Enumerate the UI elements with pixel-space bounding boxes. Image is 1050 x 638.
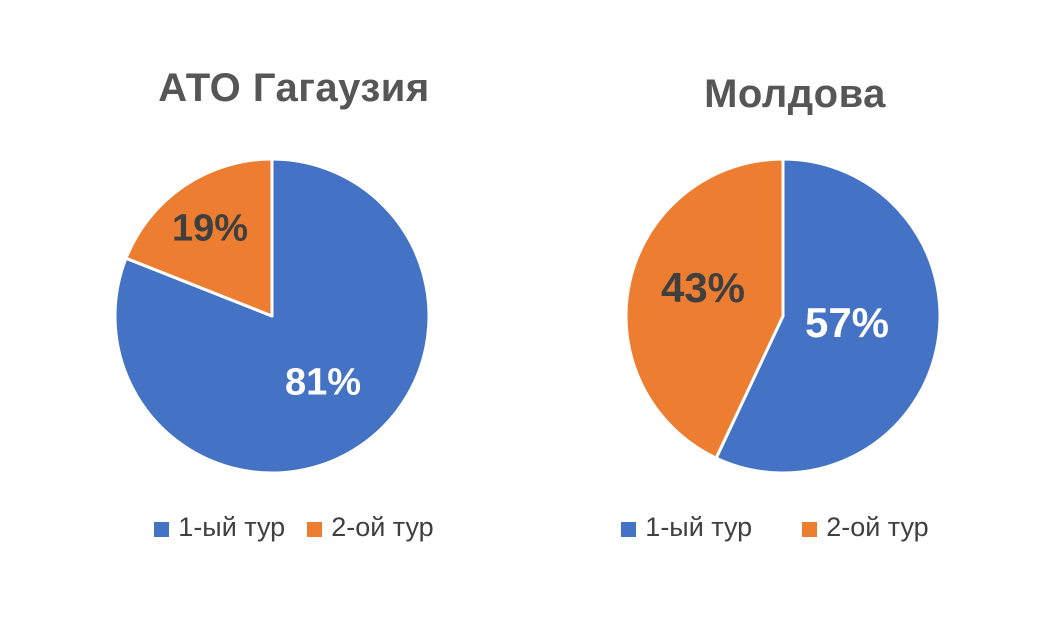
pie-gagauzia xyxy=(113,157,431,475)
legend-item-round1: 1-ый тур xyxy=(154,512,285,543)
pie-chart-gagauzia: АТО Гагаузия 81% 19% 1-ый тур 2-ой тур xyxy=(110,66,478,543)
chart-title-moldova: Молдова xyxy=(704,72,886,116)
legend-swatch-round1 xyxy=(154,521,170,537)
slice-label-round2-gagauzia: 19% xyxy=(171,207,249,250)
legend-label-round2: 2-ой тур xyxy=(826,512,929,542)
legend-swatch-round2 xyxy=(307,521,323,537)
legend-swatch-round1 xyxy=(621,521,637,537)
chart-title-gagauzia: АТО Гагаузия xyxy=(158,66,430,110)
legend-gagauzia: 1-ый тур 2-ой тур xyxy=(110,512,478,543)
legend-moldova: 1-ый тур 2-ой тур xyxy=(555,512,995,543)
slice-label-round2-moldova: 43% xyxy=(660,264,746,311)
pie-slice-2-ой тур xyxy=(124,157,274,318)
legend-swatch-round2 xyxy=(802,521,818,537)
slice-label-round1-moldova: 57% xyxy=(804,299,890,346)
legend-label-round1: 1-ый тур xyxy=(645,512,753,542)
slice-label-round1-gagauzia: 81% xyxy=(284,361,362,404)
legend-label-round2: 2-ой тур xyxy=(331,512,434,542)
pie-slice-1-ый тур xyxy=(714,157,942,475)
pie-chart-moldova: Молдова 57% 43% 1-ый тур 2-ой тур xyxy=(525,0,1050,638)
legend-item-round2: 2-ой тур xyxy=(307,512,434,543)
pie-moldova xyxy=(624,157,942,475)
pie-slice-2-ой тур xyxy=(624,157,785,460)
legend-label-round1: 1-ый тур xyxy=(178,512,286,542)
legend-item-round1: 1-ый тур xyxy=(621,512,752,543)
legend-item-round2: 2-ой тур xyxy=(802,512,929,543)
